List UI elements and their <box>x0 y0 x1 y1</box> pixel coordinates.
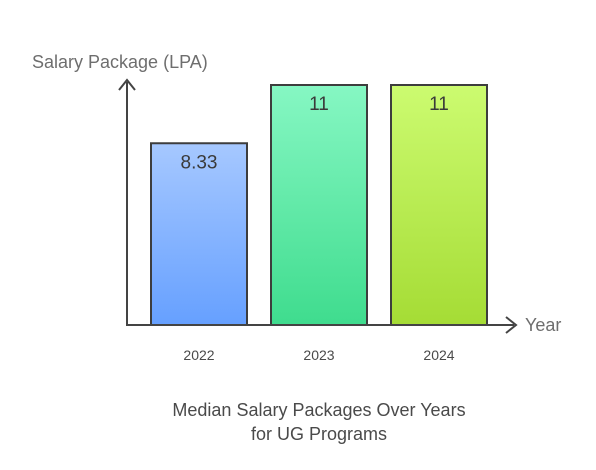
bar-2023 <box>270 84 368 326</box>
x-tick-2023: 2023 <box>303 347 334 363</box>
x-tick-2022: 2022 <box>183 347 214 363</box>
bars: 8.33 11 11 <box>150 84 488 326</box>
x-axis-title: Year <box>525 315 561 335</box>
chart-title-line: for UG Programs <box>251 424 387 444</box>
bar-2024 <box>390 84 488 326</box>
value-label-2022: 8.33 <box>181 152 218 173</box>
x-tick-2024: 2024 <box>423 347 454 363</box>
value-label-2024: 11 <box>429 94 449 115</box>
y-axis-title: Salary Package (LPA) <box>32 52 208 72</box>
chart-title: Median Salary Packages Over Years for UG … <box>172 400 465 444</box>
x-axis-arrow <box>505 316 518 334</box>
bar-2022 <box>150 142 248 326</box>
x-tick-labels: 2022 2023 2024 <box>183 347 454 363</box>
chart-title-line: Median Salary Packages Over Years <box>172 400 465 420</box>
y-axis-arrow <box>118 78 136 91</box>
value-label-2023: 11 <box>309 94 329 115</box>
